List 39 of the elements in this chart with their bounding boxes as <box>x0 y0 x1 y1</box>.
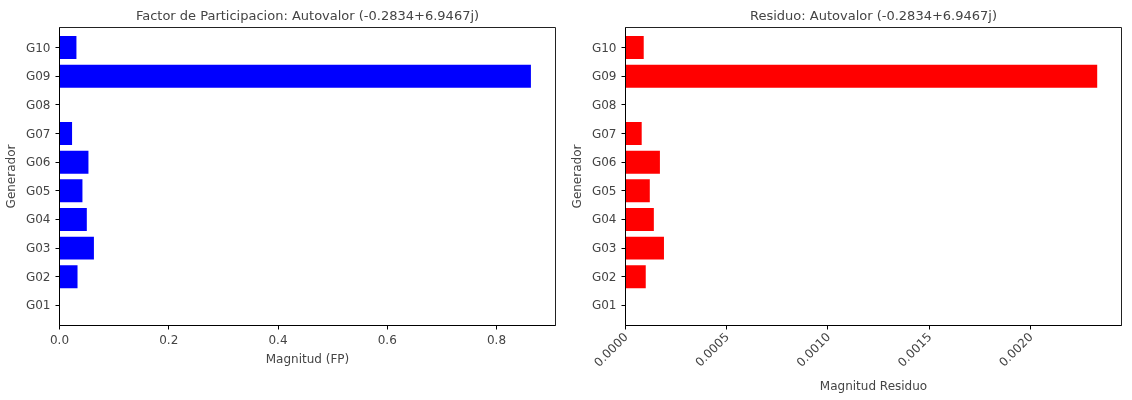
x-tick-label: 0.0 <box>49 332 70 347</box>
y-tick-label: G09 <box>591 69 617 84</box>
y-tick-label: G05 <box>591 183 617 198</box>
x-axis-title: Magnitud (FP) <box>265 351 350 366</box>
y-axis-title: Generador <box>3 144 18 209</box>
bar <box>59 122 73 145</box>
y-tick-label: G03 <box>25 241 51 256</box>
x-tick-label: 0.4 <box>268 332 288 347</box>
chart-title: Factor de Participacion: Autovalor (-0.2834+6.9467j) <box>135 7 480 23</box>
bar <box>59 179 83 203</box>
y-tick-label: G01 <box>591 298 617 313</box>
chart-title: Residuo: Autovalor (-0.2834+6.9467j) <box>750 7 998 23</box>
bar <box>59 208 87 231</box>
y-tick-label: G09 <box>25 69 51 84</box>
y-tick-label: G06 <box>591 155 617 170</box>
x-axis-title: Magnitud Residuo <box>819 378 928 393</box>
y-tick-label: G06 <box>25 155 51 170</box>
bar <box>59 150 89 174</box>
y-tick-label: G07 <box>591 126 617 141</box>
bar <box>59 36 77 60</box>
bar <box>59 265 78 289</box>
y-tick-label: G02 <box>25 269 51 284</box>
x-tick-label: 0.6 <box>377 332 397 347</box>
y-axis-title: Generador <box>569 144 584 209</box>
y-tick-label: G10 <box>591 40 617 55</box>
y-tick-label: G03 <box>591 241 617 256</box>
y-tick-label: G04 <box>25 212 51 227</box>
y-tick-label: G08 <box>591 97 617 112</box>
y-tick-label: G07 <box>25 126 51 141</box>
y-tick-label: G01 <box>25 298 51 313</box>
x-tick-label: 0.2 <box>159 332 179 347</box>
x-tick-label: 0.8 <box>486 332 507 347</box>
y-tick-label: G10 <box>25 40 51 55</box>
bar <box>59 64 531 88</box>
y-tick-label: G02 <box>591 269 617 284</box>
y-tick-label: G04 <box>591 212 617 227</box>
y-tick-label: G05 <box>25 183 51 198</box>
bar <box>59 236 94 260</box>
y-tick-label: G08 <box>25 97 51 112</box>
